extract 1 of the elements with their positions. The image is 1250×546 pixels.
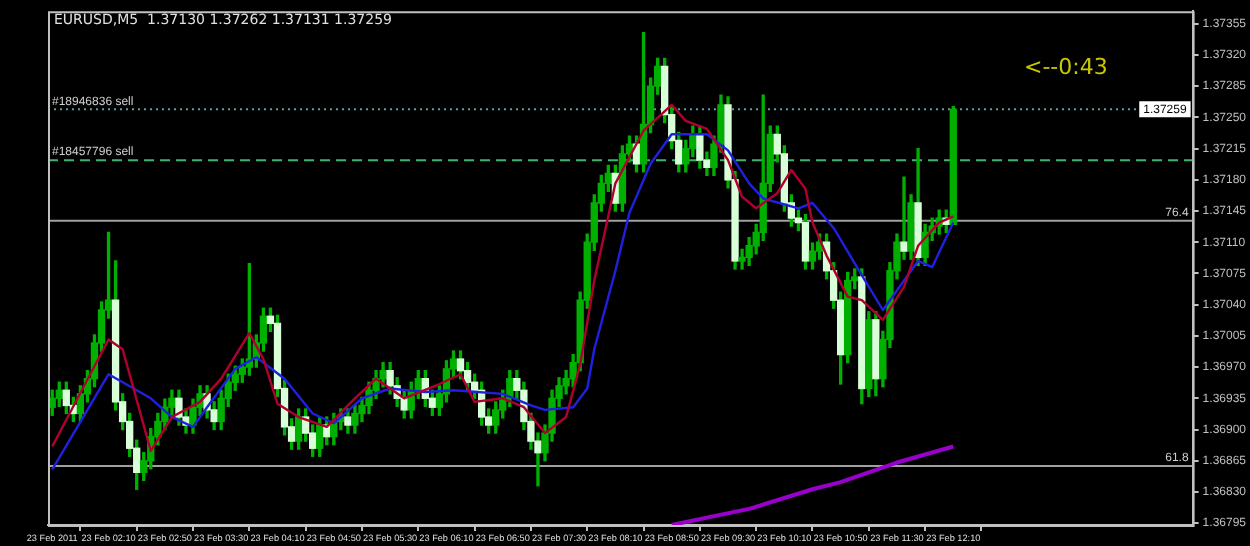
annotation: <--0:43 — [1024, 54, 1108, 80]
